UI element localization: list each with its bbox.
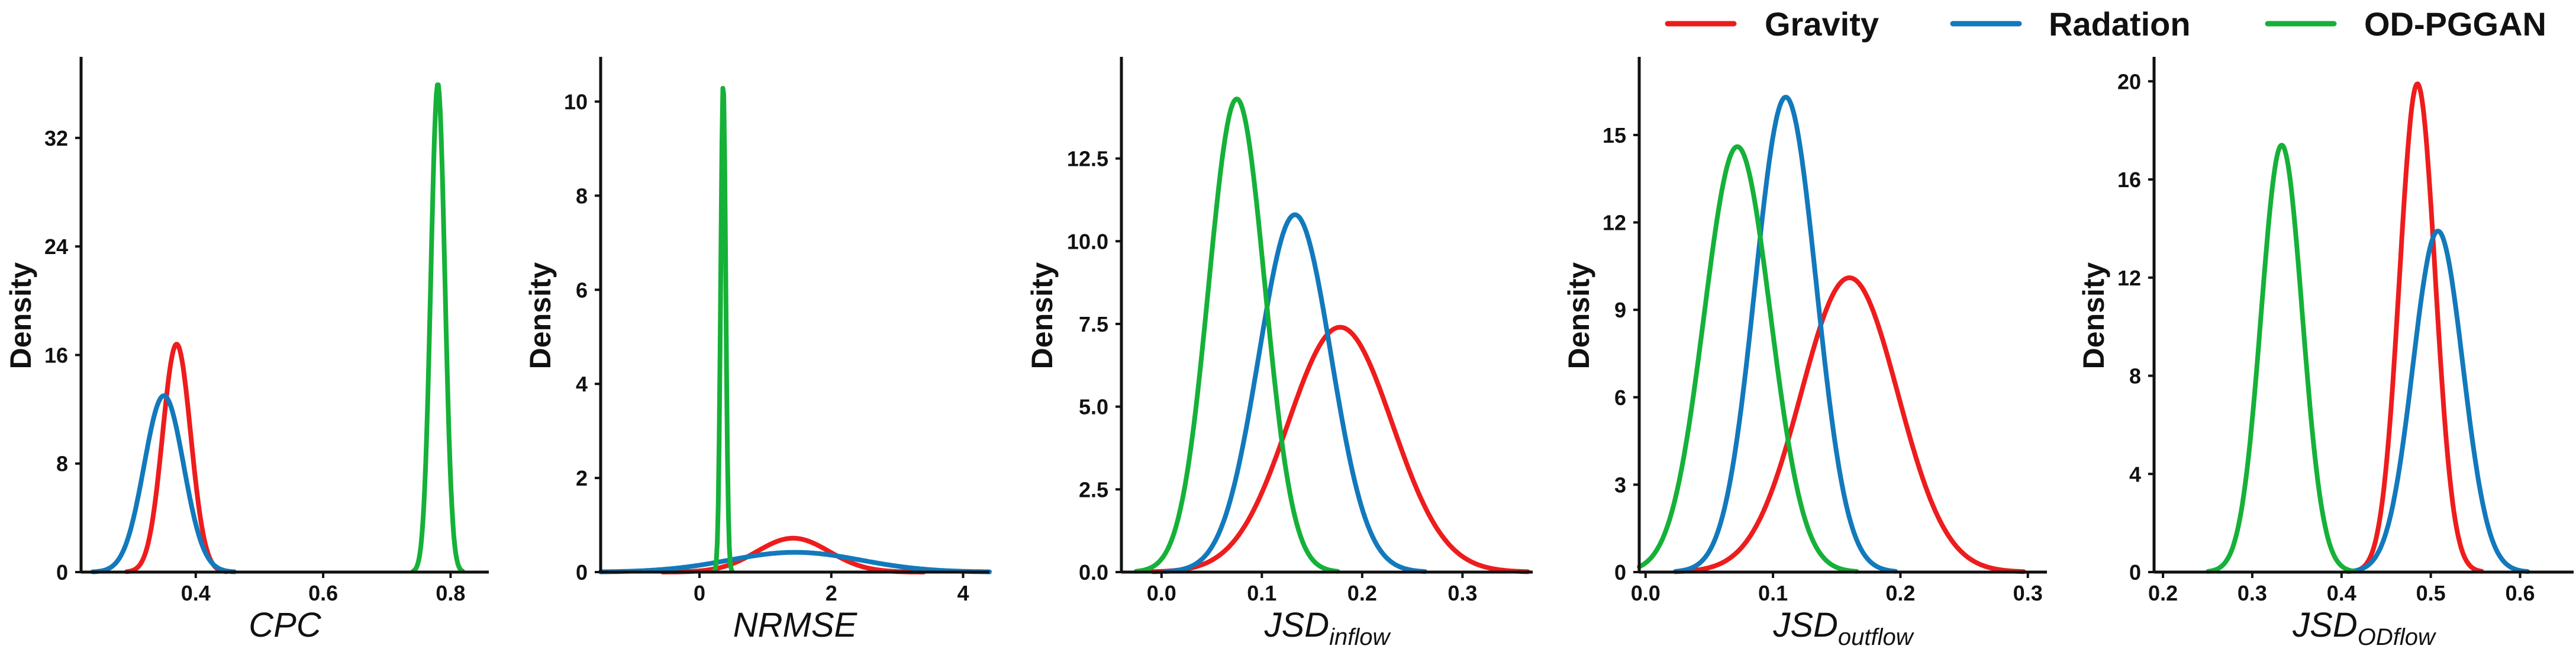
y-axis-label: Density [524, 262, 557, 370]
y-tick-label: 16 [2117, 168, 2141, 192]
x-tick-label: 0.3 [2013, 581, 2043, 605]
legend-item-radation: Radation [1950, 5, 2191, 43]
density-curve-gravity [1150, 325, 1530, 574]
y-tick-label: 16 [44, 343, 68, 367]
y-tick-label: 7.5 [1079, 312, 1108, 336]
x-tick-label: 0.2 [2148, 581, 2178, 605]
legend: Gravity Radation OD-PGGAN [1665, 5, 2546, 43]
x-tick-label: 0.8 [436, 581, 465, 605]
x-axis-label: JSDinflow [1264, 606, 1392, 650]
y-tick-label: 12.5 [1067, 147, 1108, 171]
y-tick-label: 8 [2129, 364, 2141, 388]
y-axis-label: Density [1562, 262, 1595, 370]
legend-label-gravity: Gravity [1765, 5, 1879, 43]
y-tick-label: 24 [44, 235, 68, 259]
legend-item-gravity: Gravity [1665, 5, 1879, 43]
y-tick-label: 6 [1614, 386, 1626, 410]
density-curve-radation [1674, 95, 1898, 574]
x-axis-label-subscript: outflow [1838, 624, 1915, 650]
y-tick-label: 9 [1614, 298, 1626, 322]
x-tick-label: 0 [694, 581, 705, 605]
y-axis-label: Density [2077, 262, 2110, 370]
x-tick-label: 0.4 [2327, 581, 2356, 605]
density-curve-od-pggan [712, 86, 735, 574]
y-tick-label: 10.0 [1067, 229, 1108, 253]
legend-item-od-pggan: OD-PGGAN [2265, 5, 2546, 43]
y-tick-label: 32 [44, 126, 68, 150]
y-tick-label: 5.0 [1079, 395, 1108, 419]
density-curve-radation [598, 550, 992, 574]
x-axis-label: CPC [249, 606, 322, 644]
y-tick-label: 4 [576, 372, 588, 396]
x-tick-label: 0.4 [181, 581, 211, 605]
density-curve-gravity [660, 535, 926, 574]
y-tick-label: 0 [56, 560, 68, 585]
y-tick-label: 6 [576, 278, 588, 302]
x-tick-label: 0.6 [2505, 581, 2535, 605]
x-tick-label: 2 [826, 581, 837, 605]
x-tick-label: 0.1 [1758, 581, 1788, 605]
density-curve-gravity [1672, 275, 2026, 574]
y-tick-label: 2 [576, 466, 588, 490]
y-tick-label: 15 [1603, 123, 1626, 147]
x-tick-label: 0.2 [1347, 581, 1377, 605]
y-tick-label: 12 [2117, 266, 2141, 290]
density-curve-radation [2345, 229, 2530, 574]
y-tick-label: 8 [56, 452, 68, 476]
y-tick-label: 3 [1614, 473, 1626, 497]
y-tick-label: 2.5 [1079, 477, 1108, 502]
density-curve-radation [1163, 212, 1427, 574]
y-tick-label: 0.0 [1079, 560, 1108, 585]
x-tick-label: 4 [957, 581, 969, 605]
x-tick-label: 0.2 [1885, 581, 1915, 605]
density-curve-od-pggan [1133, 97, 1340, 574]
x-tick-label: 0.0 [1147, 581, 1176, 605]
x-tick-label: 0.3 [1447, 581, 1477, 605]
legend-label-od-pggan: OD-PGGAN [2364, 5, 2546, 43]
density-curve-radation [90, 393, 237, 574]
y-tick-label: 20 [2117, 69, 2141, 94]
y-tick-label: 12 [1603, 211, 1626, 235]
y-axis-label: Density [1026, 262, 1059, 370]
y-tick-label: 4 [2129, 462, 2141, 486]
x-tick-label: 0.3 [2238, 581, 2267, 605]
panel-1: 0 8 16 24 32 0.4 0.6 0.8 Density CPC [4, 57, 489, 644]
y-tick-label: 0 [1614, 560, 1626, 585]
y-tick-label: 8 [576, 184, 588, 208]
x-tick-label: 0.5 [2416, 581, 2446, 605]
x-axis-label-subscript: inflow [1329, 624, 1391, 650]
x-axis-label-subscript: ODflow [2358, 624, 2437, 650]
y-tick-label: 0 [2129, 560, 2141, 585]
panel-3: 0.0 2.5 5.0 7.5 10.0 12.5 0.0 0.1 0.2 0.3 Density J… [1026, 57, 1533, 650]
y-axis-label: Density [4, 262, 37, 370]
legend-label-radation: Radation [2049, 5, 2191, 43]
density-curve-od-pggan [1637, 144, 1859, 574]
x-tick-label: 0.0 [1631, 581, 1661, 605]
panel-2: 0 2 4 6 8 10 0 2 4 Density NRMSE [524, 57, 992, 644]
y-tick-label: 0 [576, 560, 588, 585]
x-tick-label: 0.6 [308, 581, 338, 605]
x-axis-label: NRMSE [733, 606, 858, 644]
y-tick-label: 10 [564, 90, 588, 114]
density-curve-od-pggan [411, 82, 465, 574]
density-curve-gravity [2351, 81, 2484, 574]
x-tick-label: 0.1 [1247, 581, 1276, 605]
density-curve-od-pggan [2206, 143, 2358, 574]
